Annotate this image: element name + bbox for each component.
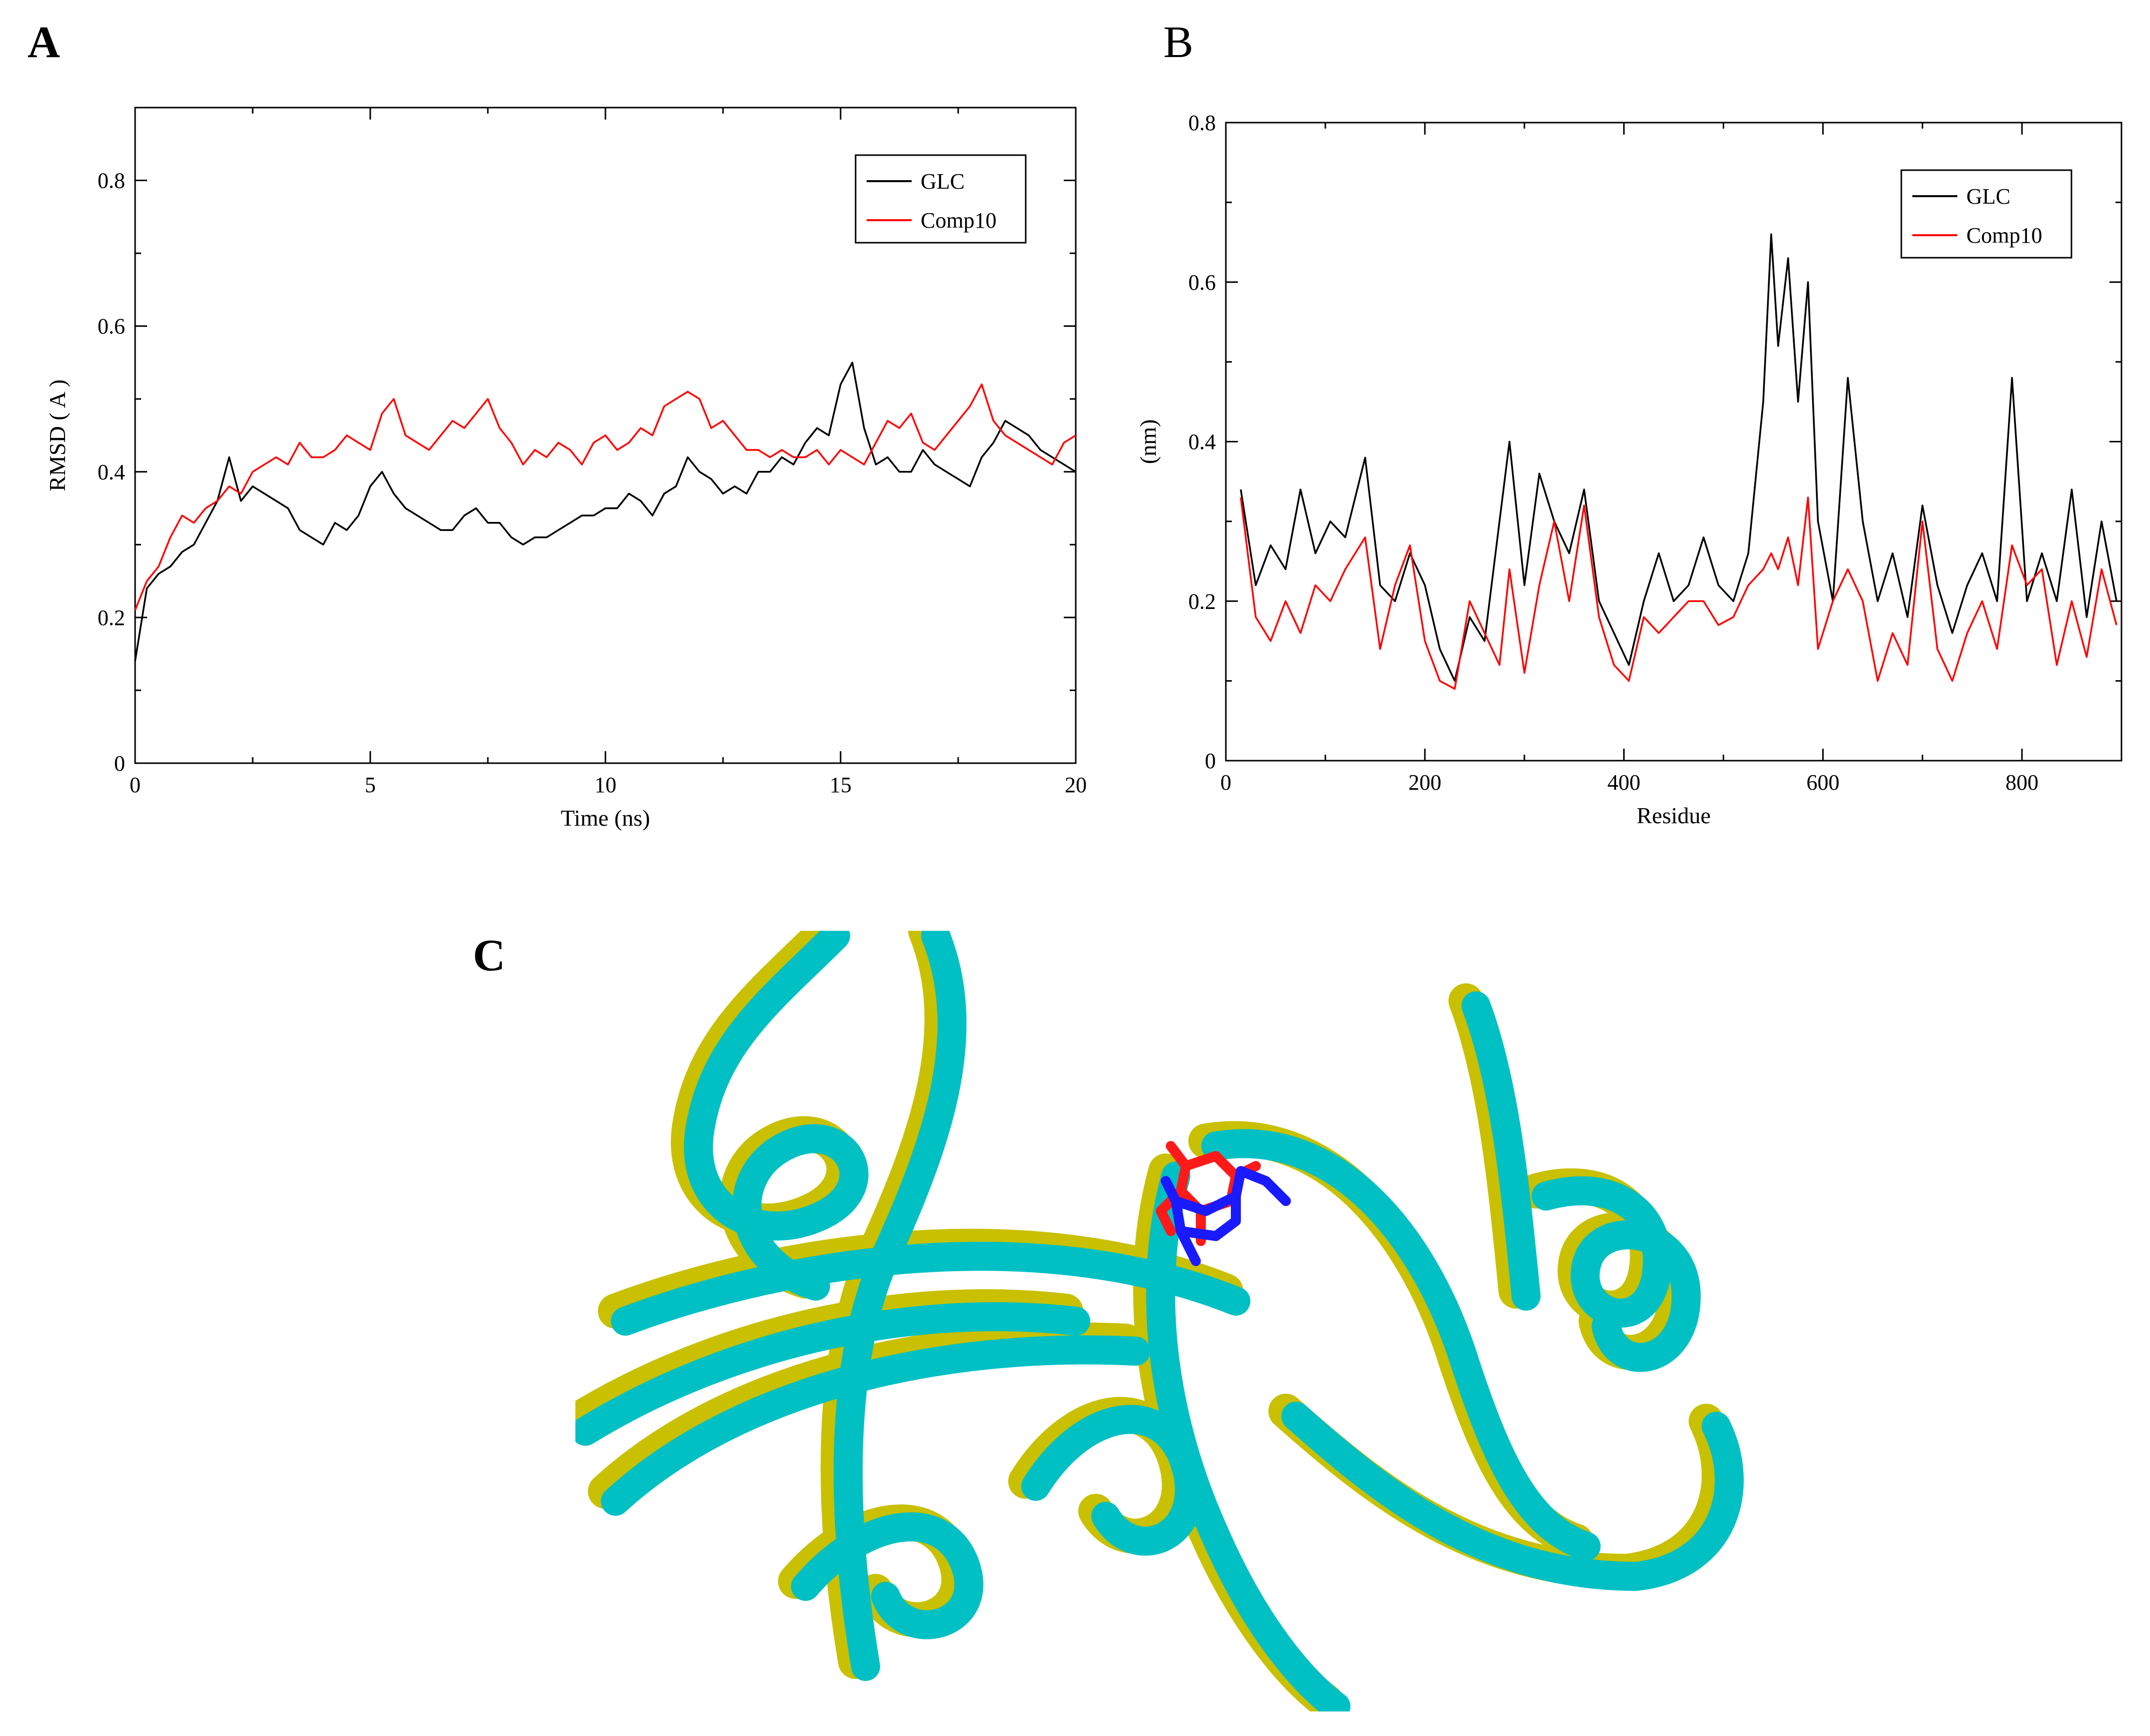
- x-tick-label: 0: [130, 773, 141, 797]
- panel-c-label: C: [473, 931, 505, 980]
- legend-box: [855, 154, 1027, 244]
- legend-label-glc: GLC: [921, 169, 965, 194]
- y-axis-label: (nm): [1135, 419, 1161, 464]
- y-tick-label: 0.4: [1188, 430, 1216, 454]
- series-line-glc: [1240, 233, 2117, 682]
- chart-b: 0 200 400 600 800 0 0.2 0.4 0.6 0.8 Residue (nm) GLC…: [1135, 111, 2122, 828]
- x-tick-label: 0: [1220, 770, 1231, 795]
- series-line-glc: [134, 361, 1076, 662]
- series-line-comp10: [134, 383, 1076, 611]
- y-tick-label: 0.8: [1188, 111, 1216, 135]
- panel-b-label: B: [1163, 18, 1194, 67]
- y-tick-label: 0.2: [1188, 589, 1216, 614]
- y-tick-label: 0.6: [98, 314, 125, 339]
- x-tick-label: 400: [1608, 770, 1641, 795]
- y-tick-label: 0.6: [1188, 270, 1216, 295]
- x-tick-label: 20: [1065, 773, 1087, 797]
- protein-structure-illustration: [575, 931, 1744, 1711]
- x-tick-label: 200: [1408, 770, 1442, 795]
- y-tick-label: 0: [114, 751, 125, 776]
- chart-a: 0 5 10 15 20 0 0.2 0.4 0.6 0.8 Time (ns) RMSD ( A )…: [45, 107, 1087, 831]
- legend-label-glc: GLC: [1966, 184, 2010, 209]
- legend-box: [1900, 169, 2072, 259]
- ligand-blue: [1161, 1166, 1291, 1266]
- x-tick-label: 800: [2005, 770, 2038, 795]
- x-axis-label: Time (ns): [561, 805, 650, 831]
- x-tick-label: 600: [1806, 770, 1839, 795]
- y-tick-label: 0.8: [98, 169, 125, 193]
- series-line-comp10: [1240, 496, 2117, 690]
- x-axis-label: Residue: [1637, 803, 1711, 828]
- legend-label-comp10: Comp10: [921, 208, 997, 233]
- x-tick-label: 10: [594, 773, 616, 797]
- x-tick-label: 15: [830, 773, 852, 797]
- y-tick-label: 0: [1205, 749, 1216, 773]
- legend-label-comp10: Comp10: [1966, 223, 2042, 248]
- y-tick-label: 0.2: [98, 606, 125, 630]
- y-axis-label: RMSD ( A ): [45, 379, 70, 491]
- y-tick-label: 0.4: [98, 460, 125, 484]
- panel-a-label: A: [28, 18, 60, 67]
- x-tick-label: 5: [365, 773, 376, 797]
- protein-ribbon-cyan: [575, 931, 1744, 1711]
